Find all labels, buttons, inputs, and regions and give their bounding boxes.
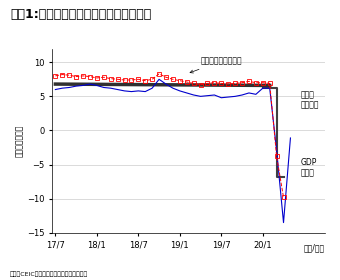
- Y-axis label: （前年比、％）: （前年比、％）: [15, 125, 24, 157]
- Text: 鉱工業
生産指数: 鉱工業 生産指数: [301, 90, 319, 109]
- Text: （年/月）: （年/月）: [304, 243, 325, 252]
- Text: 図表1:鉱工業生産、サービス業生産指数: 図表1:鉱工業生産、サービス業生産指数: [10, 8, 151, 21]
- Text: 出所：CEIC、国家統計局より東洋証券作成: 出所：CEIC、国家統計局より東洋証券作成: [10, 272, 88, 277]
- Text: サービス業生産指数: サービス業生産指数: [190, 57, 242, 73]
- Text: GDP
成長率: GDP 成長率: [301, 158, 317, 178]
